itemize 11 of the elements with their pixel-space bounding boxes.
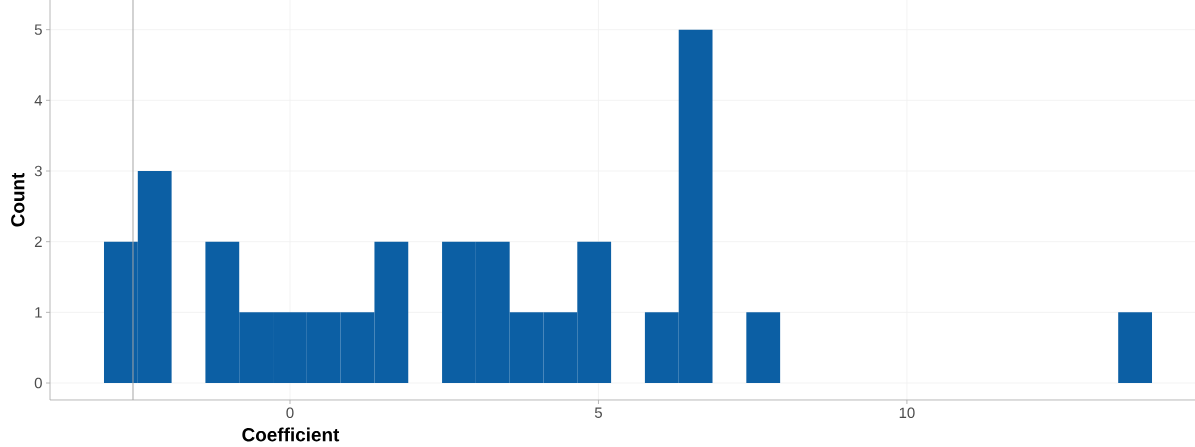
- y-tick-label: 0: [34, 377, 42, 389]
- y-tick-label: 5: [34, 24, 42, 35]
- x-axis-title: Coefficient: [242, 427, 340, 442]
- y-tick-label: 4: [34, 95, 43, 106]
- x-tick-label: 0: [286, 407, 294, 419]
- x-tick-label: 5: [594, 407, 602, 418]
- y-tick-label: 3: [34, 165, 42, 177]
- y-axis-title: Count: [11, 172, 25, 227]
- x-tick-label: 10: [899, 407, 915, 419]
- y-tick-label: 1: [35, 307, 42, 318]
- y-tick-label: 2: [34, 236, 42, 247]
